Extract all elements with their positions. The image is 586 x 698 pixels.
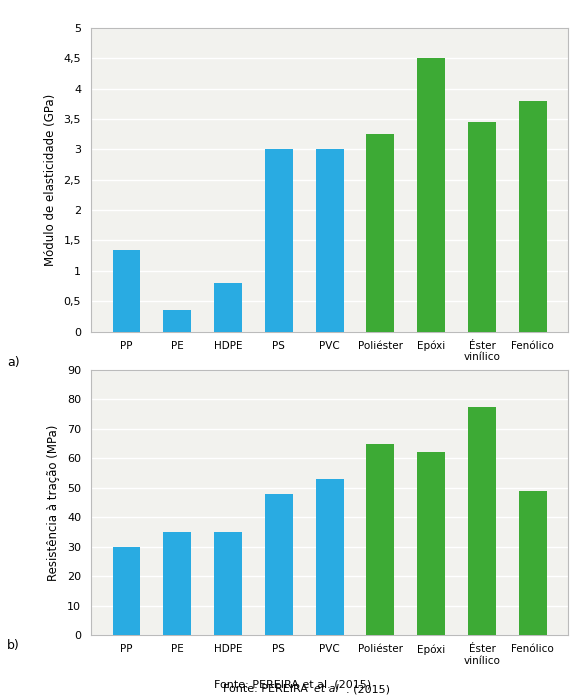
Bar [214, 532, 242, 635]
Bar [468, 122, 496, 332]
Bar [163, 311, 191, 332]
Y-axis label: Módulo de elasticidade (GPa): Módulo de elasticidade (GPa) [43, 94, 56, 266]
Bar [316, 149, 343, 332]
Bar [366, 134, 394, 332]
Bar [417, 452, 445, 635]
Bar [265, 149, 293, 332]
Text: Fonte: PEREIRA et al. (2015): Fonte: PEREIRA et al. (2015) [214, 680, 372, 690]
Text: b): b) [7, 639, 20, 652]
Bar [366, 444, 394, 635]
Bar [113, 547, 141, 635]
Legend: Matrizes Termoplásticas, Matrizes Termofixas: Matrizes Termoplásticas, Matrizes Termof… [96, 392, 240, 415]
Text: Fonte: PEREIRA: Fonte: PEREIRA [223, 684, 311, 695]
Text: et al: et al [314, 684, 338, 695]
Bar [163, 532, 191, 635]
Bar [316, 479, 343, 635]
Bar [468, 407, 496, 635]
Bar [519, 491, 547, 635]
Text: a): a) [7, 356, 20, 369]
Bar [113, 250, 141, 332]
Bar [265, 493, 293, 635]
Bar [214, 283, 242, 332]
Y-axis label: Resistência à tração (MPa): Resistência à tração (MPa) [47, 424, 60, 581]
Bar [417, 59, 445, 332]
Text: . (2015): . (2015) [346, 684, 390, 695]
Bar [519, 101, 547, 332]
